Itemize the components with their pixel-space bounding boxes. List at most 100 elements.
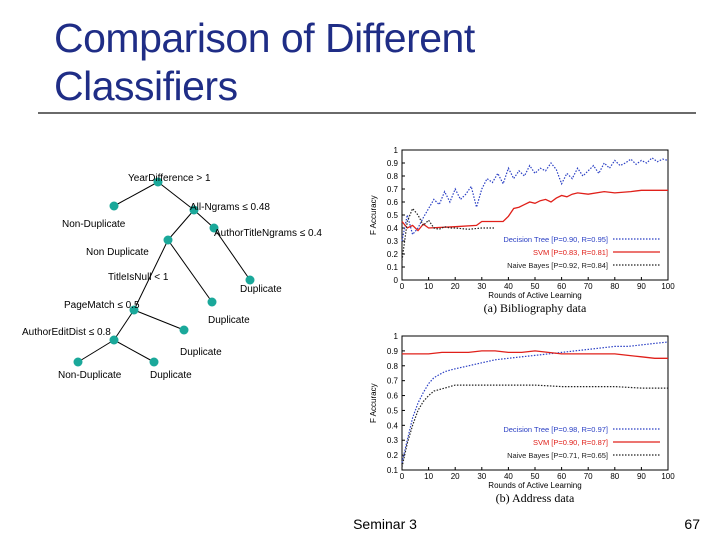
y-tick-label: 1: [394, 332, 399, 341]
slide-title-line-1: Comparison of Different: [54, 15, 475, 61]
x-tick-label: 50: [531, 472, 540, 481]
tree-label-nondup-3: Non-Duplicate: [58, 370, 122, 381]
x-tick-label: 100: [661, 472, 675, 481]
y-tick-label: 0.7: [387, 185, 399, 194]
tree-edge: [133, 309, 185, 331]
tree-node: [109, 201, 119, 211]
tree-label-author-edit: AuthorEditDist ≤ 0.8: [22, 327, 111, 338]
tree-edge: [113, 181, 159, 207]
series-line: [401, 207, 496, 261]
series-line: [402, 350, 668, 359]
x-tick-label: 70: [584, 472, 593, 481]
tree-label-dup-4: Duplicate: [150, 370, 192, 381]
tree-label-page-match: PageMatch ≤ 0.5: [64, 300, 140, 311]
legend-label: SVM [P=0.90, R=0.87]: [533, 438, 608, 447]
chart-caption: (a) Bibliography data: [484, 301, 587, 315]
tree-node: [163, 235, 173, 245]
tree-edge: [167, 209, 195, 241]
chart-bibliography: 0 10 20 30 40 50 60 70 80 90 100 0 0.1 0.2 0.3 0.4 0.5 0.…: [369, 146, 675, 315]
tree-label-nondup-1: Non-Duplicate: [62, 219, 126, 230]
y-tick-label: 0.9: [387, 347, 399, 356]
tree-label-author-title: AuthorTitleNgrams ≤ 0.4: [214, 228, 322, 239]
y-tick-label: 0.8: [387, 172, 399, 181]
x-tick-label: 20: [451, 472, 460, 481]
x-tick-label: 0: [400, 282, 405, 291]
plot-frame: [401, 335, 669, 471]
y-tick-label: 0.2: [387, 451, 399, 460]
chart-ticks: 0 10 20 30 40 50 60 70 80 90 100 0 0.1 0.2 0.3 0.4 0.5 0.…: [387, 146, 675, 291]
legend-label: Decision Tree [P=0.90, R=0.95]: [503, 235, 608, 244]
y-tick-label: 0.6: [387, 392, 399, 401]
title-divider: [38, 112, 696, 114]
tree-nodes: [73, 177, 255, 367]
x-tick-label: 10: [424, 472, 433, 481]
chart-ylabel: F Accuracy: [369, 383, 378, 423]
chart-address: 0 10 20 30 40 50 60 70 80 90 100 0.1 0.2 0.3 0.4 0.5 0.6…: [369, 332, 675, 505]
tree-label-dup-1: Duplicate: [240, 284, 282, 295]
tree-edge: [77, 339, 115, 363]
x-tick-label: 50: [531, 282, 540, 291]
x-tick-label: 40: [504, 472, 513, 481]
y-tick-label: 0.7: [387, 377, 399, 386]
y-tick-label: 0.2: [387, 250, 399, 259]
chart-legend: Decision Tree [P=0.90, R=0.95] SVM [P=0.8…: [503, 235, 660, 270]
x-tick-label: 0: [400, 472, 405, 481]
x-tick-label: 60: [557, 282, 566, 291]
slide-title: Comparison of Different Classifiers: [54, 14, 694, 110]
tree-node: [245, 275, 255, 285]
legend-label: Decision Tree [P=0.98, R=0.97]: [503, 425, 608, 434]
y-tick-label: 0.5: [387, 211, 399, 220]
slide-title-line-2: Classifiers: [54, 63, 238, 109]
tree-label-root: YearDifference > 1: [128, 173, 211, 184]
y-tick-label: 0.6: [387, 198, 399, 207]
tree-edges: [77, 181, 251, 363]
tree-label-nondup-2: Non Duplicate: [86, 247, 149, 258]
x-tick-label: 80: [610, 472, 619, 481]
tree-node: [179, 325, 189, 335]
tree-label-dup-3: Duplicate: [180, 347, 222, 358]
chart-xlabel: Rounds of Active Learning: [488, 291, 581, 300]
x-tick-label: 30: [477, 282, 486, 291]
y-tick-label: 0.1: [387, 263, 399, 272]
chart-ylabel: F Accuracy: [369, 195, 378, 235]
tree-node: [209, 223, 219, 233]
series-line: [401, 189, 668, 232]
chart-xlabel: Rounds of Active Learning: [488, 481, 581, 490]
y-tick-label: 0.4: [387, 421, 399, 430]
y-tick-label: 0.5: [387, 406, 399, 415]
x-tick-label: 20: [451, 282, 460, 291]
x-tick-label: 10: [424, 282, 433, 291]
y-tick-label: 0.4: [387, 224, 399, 233]
x-tick-label: 70: [584, 282, 593, 291]
tree-node: [189, 205, 199, 215]
tree-edge: [133, 239, 169, 311]
y-tick-label: 0.8: [387, 362, 399, 371]
x-tick-label: 90: [637, 472, 646, 481]
tree-edge: [167, 239, 213, 303]
chart-axes: [401, 335, 669, 471]
tree-label-ngrams: All-Ngrams ≤ 0.48: [190, 202, 270, 213]
footer-text: Seminar 3: [353, 516, 417, 532]
tree-label-dup-2: Duplicate: [208, 315, 250, 326]
series-line: [401, 157, 669, 242]
page-number: 67: [684, 516, 700, 532]
chart-series: [401, 157, 669, 261]
chart-caption: (b) Address data: [496, 491, 575, 505]
legend-label: Naive Bayes [P=0.92, R=0.84]: [507, 261, 608, 270]
decision-tree-diagram: YearDifference > 1 All-Ngrams ≤ 0.48 Non…: [22, 173, 322, 381]
y-tick-label: 0.9: [387, 159, 399, 168]
x-tick-label: 100: [661, 282, 675, 291]
y-tick-label: 1: [394, 146, 399, 155]
legend-label: Naive Bayes [P=0.71, R=0.65]: [507, 451, 608, 460]
chart-legend: Decision Tree [P=0.98, R=0.97] SVM [P=0.9…: [503, 425, 660, 460]
tree-label-title-null: TitleIsNull < 1: [108, 272, 169, 283]
tree-edge: [113, 309, 135, 341]
tree-node: [109, 335, 119, 345]
y-tick-label: 0.1: [387, 466, 399, 475]
x-tick-label: 60: [557, 472, 566, 481]
x-tick-label: 90: [637, 282, 646, 291]
tree-node: [149, 357, 159, 367]
chart-series: [401, 341, 669, 468]
x-tick-label: 40: [504, 282, 513, 291]
tree-node: [73, 357, 83, 367]
